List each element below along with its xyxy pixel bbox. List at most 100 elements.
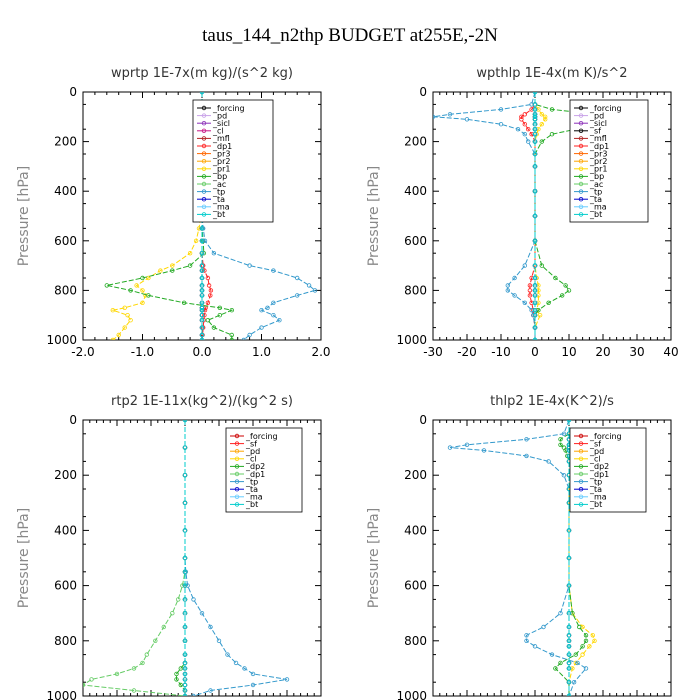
- x-tick-label: 10: [561, 345, 576, 359]
- data-point: [180, 583, 185, 588]
- data-point: [583, 638, 589, 643]
- data-point: [140, 288, 145, 293]
- data-point: [182, 671, 188, 677]
- data-point: [524, 633, 529, 638]
- legend-marker: [234, 479, 240, 484]
- data-point: [199, 288, 205, 293]
- data-point: [199, 238, 205, 243]
- y-tick-label: 0: [69, 413, 77, 427]
- legend-marker: [234, 449, 240, 454]
- legend: _forcing_sf_pd_cl_dp2_dp1_tp_ta_ma_bt: [569, 427, 647, 513]
- data-point: [546, 459, 551, 464]
- data-point: [182, 611, 188, 616]
- data-point: [580, 652, 585, 657]
- data-point: [128, 288, 133, 293]
- y-tick-label: 800: [54, 634, 77, 648]
- data-point: [242, 666, 247, 671]
- data-point: [187, 263, 193, 268]
- data-point: [532, 213, 538, 219]
- data-point: [202, 268, 207, 273]
- data-point: [140, 300, 145, 305]
- legend-label: _sicl: [212, 119, 230, 128]
- legend-marker: [234, 464, 240, 469]
- data-point: [182, 624, 188, 630]
- data-point: [199, 268, 205, 273]
- data-point: [541, 624, 546, 630]
- data-point: [199, 92, 205, 95]
- data-point: [175, 597, 181, 602]
- data-point: [134, 283, 139, 288]
- y-tick-label: 600: [54, 579, 77, 593]
- data-point: [247, 332, 252, 338]
- legend-marker: [201, 174, 207, 179]
- data-point: [519, 117, 524, 122]
- legend-marker: [578, 502, 584, 507]
- data-point: [566, 611, 572, 616]
- data-point: [122, 325, 127, 330]
- data-point: [498, 121, 504, 127]
- data-point: [464, 117, 470, 122]
- data-point: [532, 188, 538, 194]
- plot-area: [433, 92, 646, 340]
- y-tick-label: 200: [54, 135, 77, 149]
- data-point: [174, 677, 179, 682]
- data-point: [524, 437, 529, 442]
- legend-label: _bp: [212, 172, 227, 181]
- data-point: [537, 313, 543, 318]
- data-point: [217, 305, 222, 310]
- y-tick-label: 1000: [396, 689, 427, 700]
- data-point: [140, 660, 145, 666]
- data-point: [532, 325, 538, 330]
- data-point: [104, 283, 109, 288]
- data-point: [191, 693, 196, 696]
- y-axis-label: Pressure [hPa]: [16, 166, 32, 266]
- legend-label: _pr3: [589, 149, 607, 158]
- x-tick-label: -30: [423, 345, 443, 359]
- x-tick-label: -1.0: [131, 345, 154, 359]
- data-point: [128, 318, 133, 323]
- y-tick-label: 200: [54, 468, 77, 482]
- y-tick-label: 600: [54, 234, 77, 248]
- legend-label: _forcing: [589, 432, 622, 441]
- y-tick-label: 400: [54, 523, 77, 537]
- legend-label: _pr2: [589, 157, 607, 166]
- data-point: [208, 293, 213, 298]
- data-point: [532, 644, 538, 649]
- legend-marker: [578, 487, 584, 492]
- data-point: [532, 92, 538, 95]
- y-tick-label: 800: [404, 283, 427, 297]
- data-point: [566, 633, 572, 638]
- data-point: [208, 288, 214, 293]
- data-point: [182, 528, 188, 533]
- data-point: [522, 121, 527, 127]
- data-point: [174, 671, 179, 677]
- data-point: [566, 666, 572, 671]
- legend: _forcing_pd_sicl_sf_mfl_dp1_pr3_pr2_pr1_…: [569, 99, 649, 223]
- y-tick-label: 400: [404, 184, 427, 198]
- plot-frame: [432, 419, 672, 697]
- data-point: [532, 313, 538, 318]
- data-point: [566, 528, 572, 533]
- data-point: [259, 325, 264, 330]
- legend-label: _dp2: [245, 462, 265, 471]
- legend-label: _forcing: [589, 104, 622, 113]
- legend-marker: [234, 487, 240, 492]
- legend-marker: [578, 441, 584, 446]
- legend-label: _pd: [245, 447, 260, 456]
- data-point: [505, 283, 510, 288]
- legend-label: _dp1: [212, 142, 232, 151]
- data-point: [250, 671, 256, 677]
- legend-marker: [201, 143, 207, 149]
- legend-label: _ma: [212, 203, 230, 212]
- data-point: [199, 226, 205, 231]
- data-point: [208, 688, 213, 693]
- legend-label: _bt: [589, 500, 602, 509]
- data-point: [271, 268, 276, 273]
- data-point: [202, 238, 208, 243]
- x-tick-label: 1.0: [252, 345, 271, 359]
- y-tick-label: 1000: [396, 333, 427, 347]
- legend-label: _ta: [589, 485, 602, 494]
- data-point: [205, 318, 211, 323]
- data-point: [182, 638, 188, 643]
- legend-label: _tp: [245, 477, 258, 486]
